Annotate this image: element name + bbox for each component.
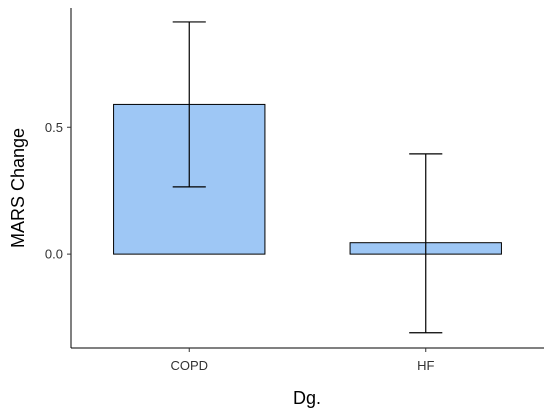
error-bars-layer (172, 21, 443, 334)
x-axis-title: Dg. (293, 388, 321, 408)
x-ticks: COPD HF (170, 348, 434, 373)
bars-layer (113, 103, 502, 255)
y-tick-label: 0.0 (45, 247, 63, 262)
y-ticks: 0.0 0.5 (45, 120, 71, 262)
y-axis-title: MARS Change (8, 128, 28, 248)
y-tick-label: 0.5 (45, 120, 63, 135)
error-bar-hf (409, 153, 443, 334)
error-bar-copd (172, 21, 206, 188)
x-tick-label: HF (417, 358, 434, 373)
x-tick-label: COPD (170, 358, 208, 373)
